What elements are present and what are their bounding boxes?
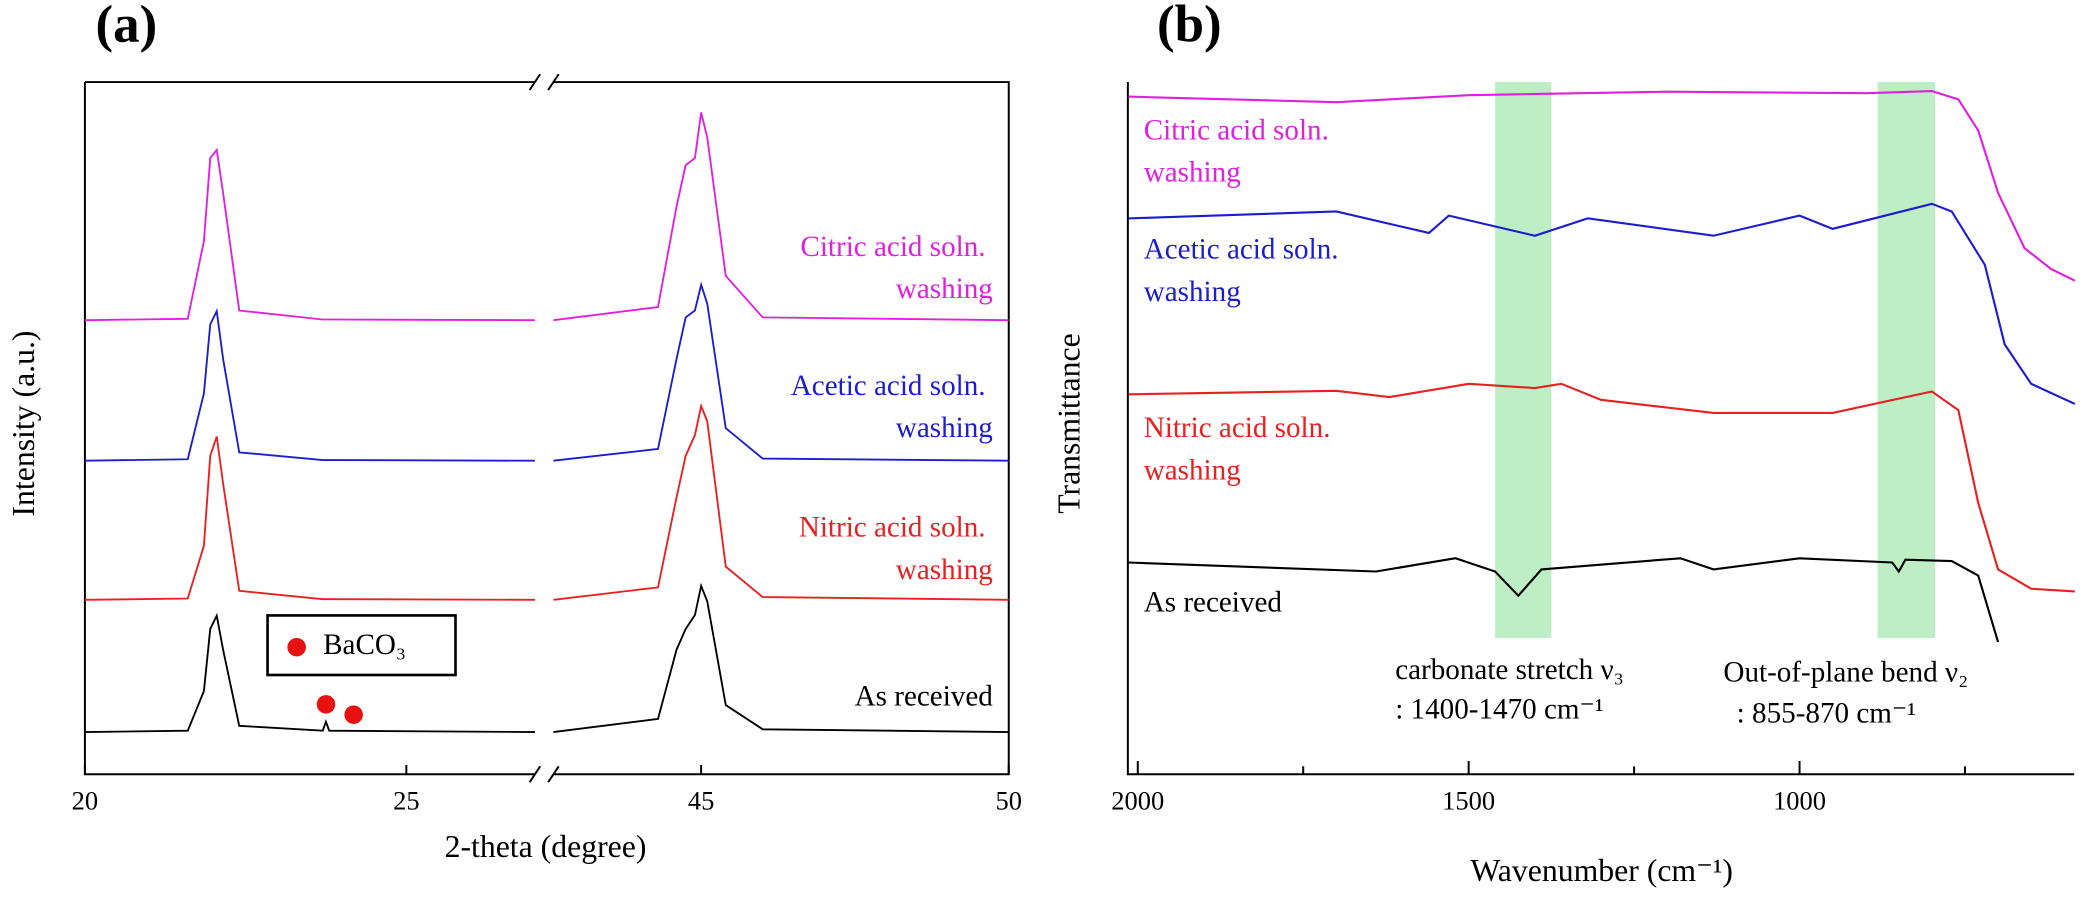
- axis-break: [528, 73, 560, 783]
- annotation: Out-of-plane bend ν₂: [1723, 657, 1968, 689]
- series-label: Nitric acid soln. washing: [799, 511, 993, 585]
- label-line: washing: [896, 273, 993, 305]
- band: [1495, 82, 1552, 638]
- series-label: As received: [855, 681, 994, 713]
- series-label: Acetic acid soln. washing: [791, 369, 993, 443]
- series-label: As received: [1144, 587, 1283, 619]
- series-label: Acetic acid soln. washing: [1144, 233, 1346, 307]
- label-line: Nitric acid soln.: [1144, 412, 1338, 444]
- series-label: Nitric acid soln. washing: [1144, 412, 1338, 486]
- x-tick-label: 25: [393, 785, 419, 815]
- band: [1877, 82, 1936, 638]
- label-line: washing: [1144, 276, 1241, 308]
- y-axis-label: Intensity (a.u.): [6, 331, 41, 517]
- label-line: washing: [1144, 454, 1241, 486]
- label-line: washing: [896, 412, 993, 444]
- axis-frame: [83, 81, 1010, 776]
- annotation: : 1400-1470 cm⁻¹: [1395, 694, 1603, 726]
- xrd-line: [84, 112, 1009, 322]
- legend-box: [266, 614, 457, 677]
- y-axis-label: Transmittance: [1052, 333, 1087, 514]
- marker: [316, 695, 336, 714]
- label-line: washing: [1144, 156, 1241, 188]
- series-label: Citric acid soln. washing: [800, 231, 992, 305]
- ftir-line: [1128, 89, 2076, 282]
- x-tick-label: 45: [688, 785, 714, 815]
- label-line: Nitric acid soln.: [799, 511, 993, 543]
- x-tick-label: 50: [996, 785, 1022, 815]
- series-label: Citric acid soln. washing: [1144, 114, 1336, 188]
- x-tick-label: 1500: [1442, 785, 1495, 815]
- panel-title: (a): [96, 0, 158, 53]
- label-line: Citric acid soln.: [1144, 114, 1336, 146]
- label-line: Acetic acid soln.: [791, 369, 993, 401]
- ftir-line: [1128, 557, 2000, 643]
- label-line: washing: [896, 553, 993, 585]
- xrd-line: [84, 281, 1009, 462]
- annotation: : 855-870 cm⁻¹: [1737, 698, 1916, 730]
- ftir-line: [1128, 382, 2075, 593]
- legend-marker: [287, 637, 306, 657]
- x-axis-label: Wavenumber (cm⁻¹): [1470, 853, 1733, 888]
- x-axis-label: 2-theta (degree): [445, 829, 647, 864]
- legend-label: BaCO₃: [323, 629, 406, 661]
- annotation: carbonate stretch ν₃: [1395, 654, 1624, 686]
- label-line: Citric acid soln.: [800, 231, 992, 263]
- marker: [344, 705, 363, 724]
- xrd-line: [84, 402, 1009, 601]
- ftir-line: [1128, 202, 2076, 405]
- x-tick-label: 2000: [1111, 785, 1164, 815]
- axis-frame: [1126, 82, 2075, 776]
- panel-title: (b): [1157, 0, 1222, 53]
- x-tick-label: 20: [72, 785, 98, 815]
- xrd-line: [84, 582, 1009, 733]
- label-line: Acetic acid soln.: [1144, 233, 1346, 265]
- x-tick-label: 1000: [1773, 785, 1826, 815]
